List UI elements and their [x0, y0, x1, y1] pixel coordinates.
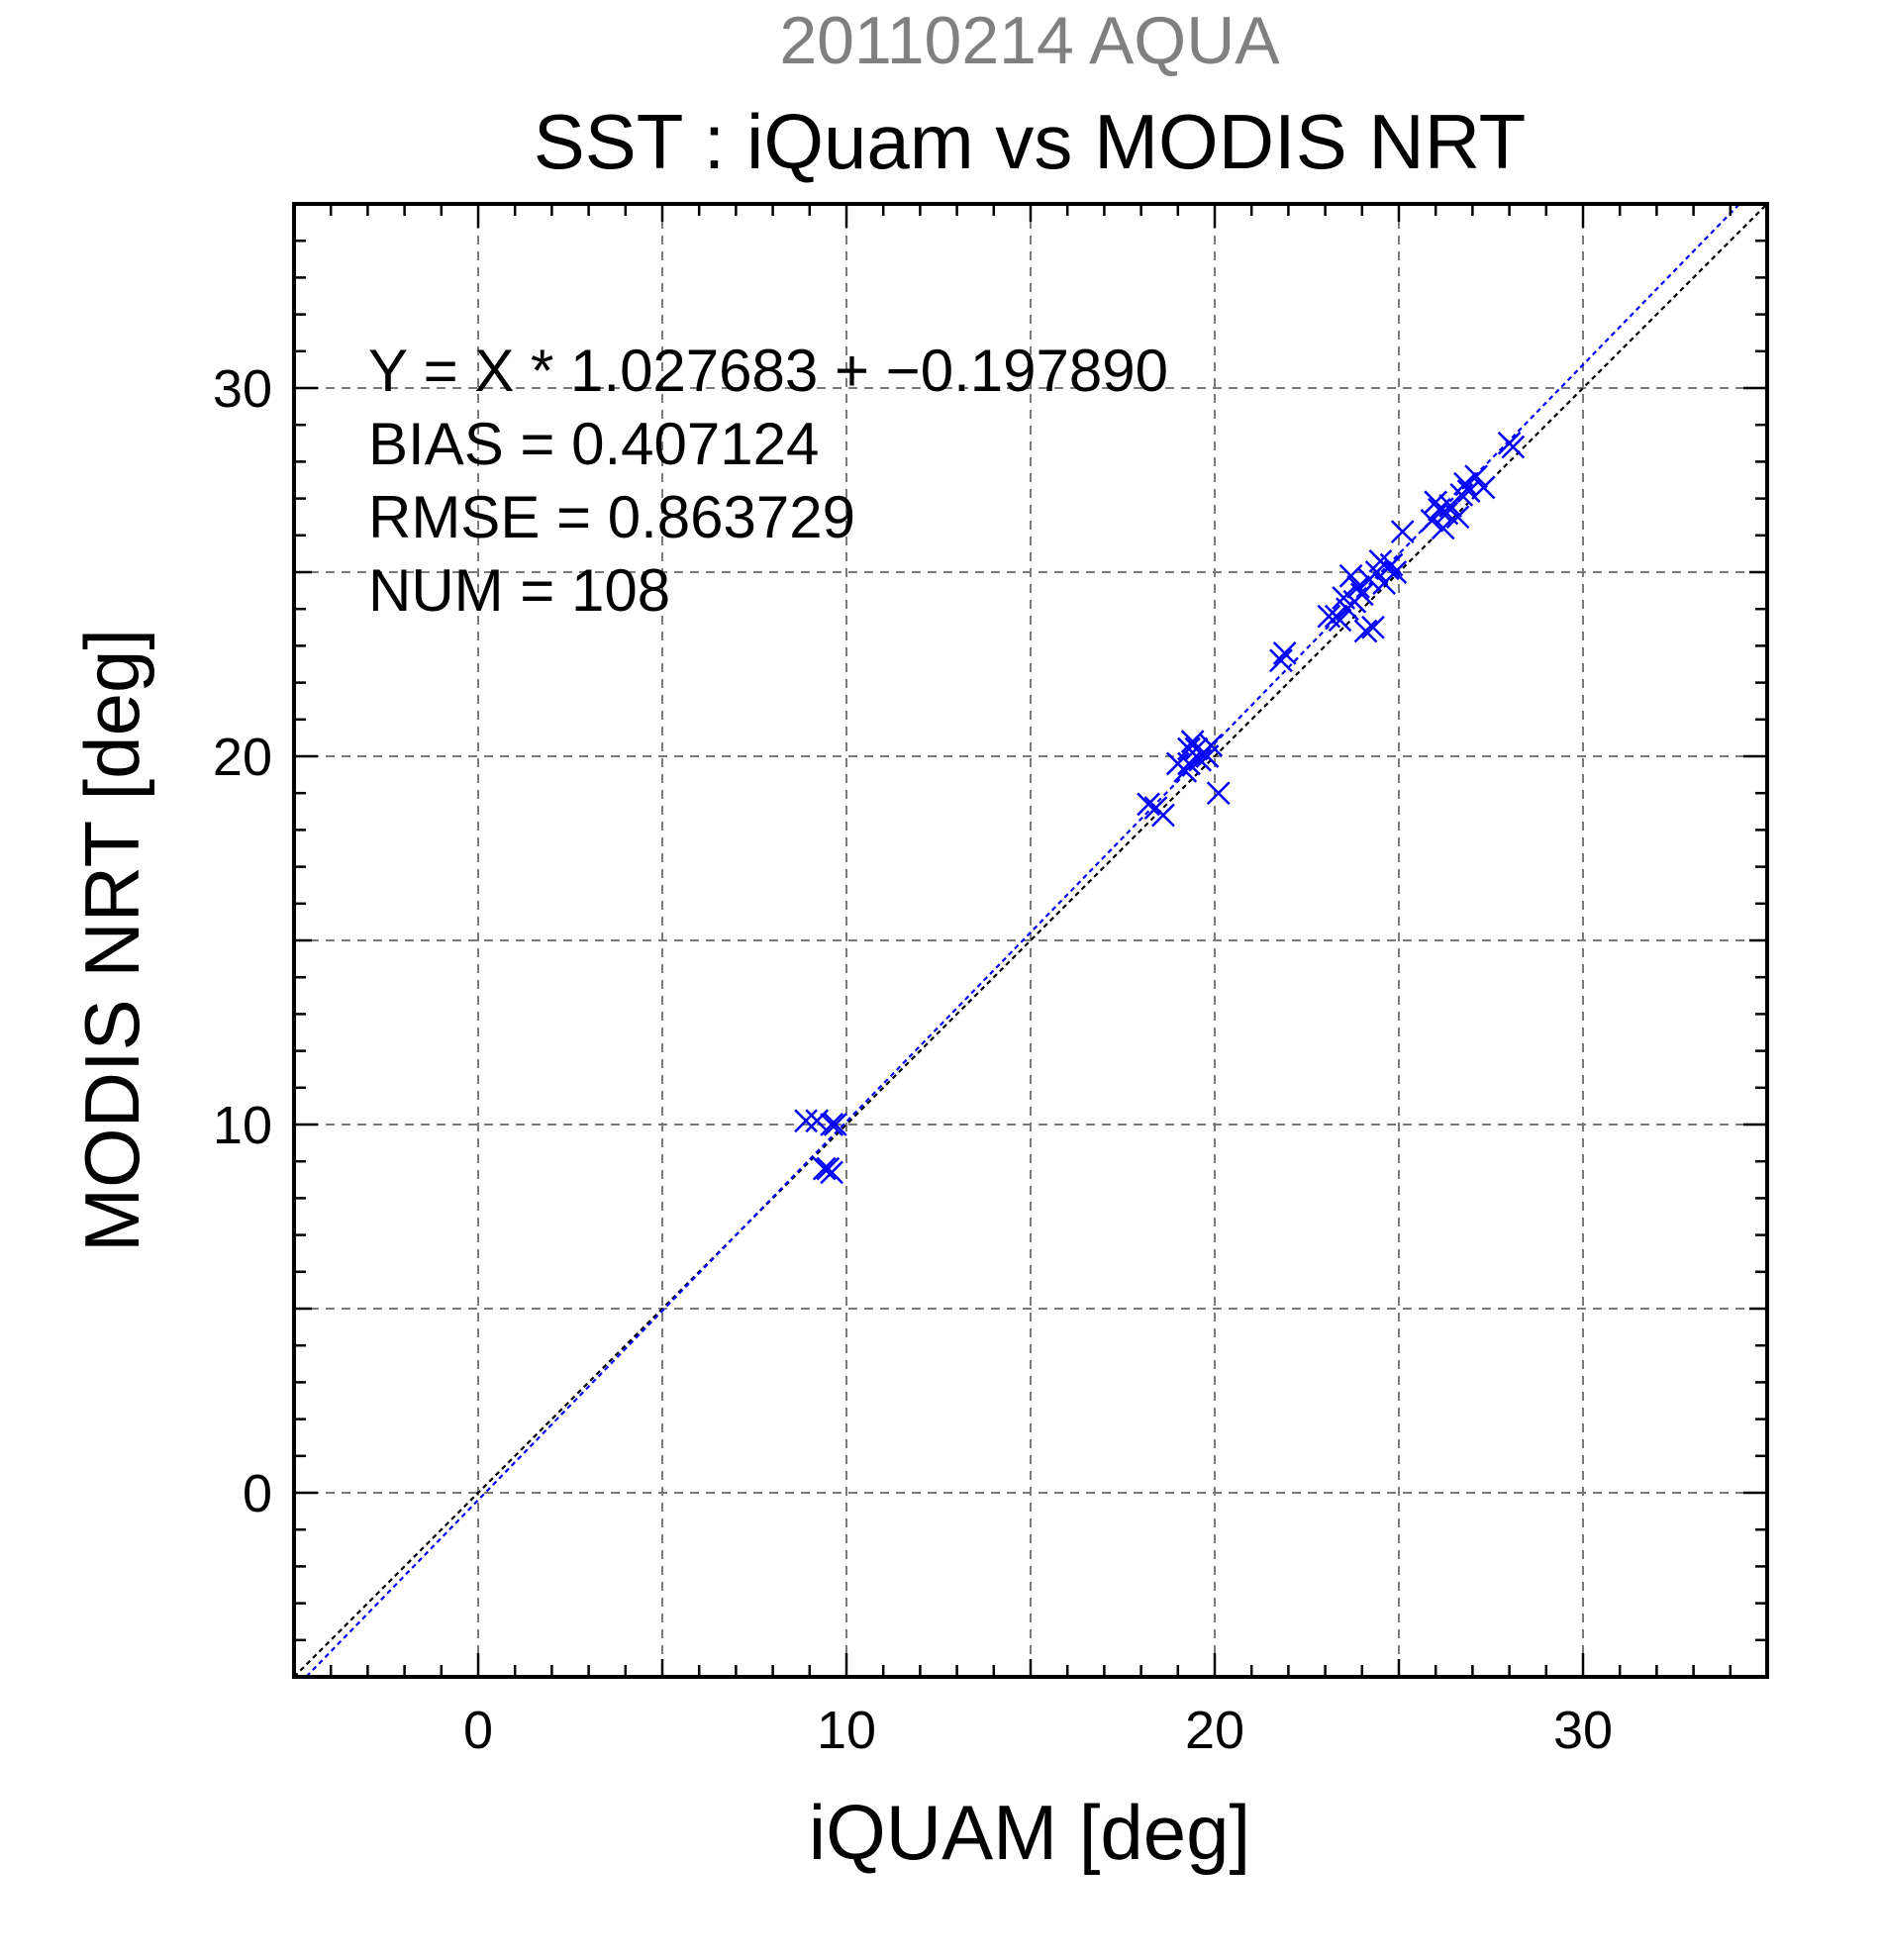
data-point [1453, 471, 1477, 496]
x-tick-label: 10 [817, 1701, 876, 1760]
annotation-bias: BIAS = 0.407124 [368, 411, 819, 477]
x-tick-label: 20 [1185, 1701, 1244, 1760]
data-point [1431, 516, 1455, 540]
data-point [823, 1113, 847, 1136]
data-points [794, 431, 1526, 1185]
data-point [1379, 552, 1404, 577]
data-point [1269, 648, 1293, 673]
data-point [1471, 475, 1496, 500]
data-point [1328, 608, 1352, 633]
data-point [1464, 464, 1489, 489]
y-axis-label: MODIS NRT [deg] [68, 629, 155, 1252]
plot-frame [292, 202, 1769, 1679]
data-point [1361, 615, 1385, 639]
data-point [1137, 792, 1160, 817]
data-point [1353, 619, 1378, 643]
data-point [812, 1156, 837, 1181]
y-tick-label: 0 [243, 1464, 272, 1523]
data-point [1445, 505, 1470, 530]
data-point [1173, 758, 1198, 783]
annotations: Y = X * 1.027683 + −0.197890 BIAS = 0.40… [368, 338, 1168, 624]
data-point [1349, 582, 1374, 607]
chart-title: SST : iQuam vs MODIS NRT [534, 98, 1527, 185]
data-point [1338, 563, 1363, 588]
x-tick-label: 0 [463, 1701, 493, 1760]
y-tick-label: 30 [213, 359, 272, 419]
x-tick-label: 30 [1553, 1701, 1613, 1760]
y-tick-label: 10 [213, 1096, 272, 1155]
chart-subtitle: 20110214 AQUA [779, 3, 1280, 78]
data-point [1346, 574, 1370, 599]
annotation-num: NUM = 108 [368, 557, 670, 624]
data-point [1456, 479, 1481, 504]
data-point [1151, 803, 1175, 828]
data-point [794, 1109, 818, 1133]
data-point [1199, 733, 1224, 757]
annotation-fit: Y = X * 1.027683 + −0.197890 [368, 338, 1168, 404]
data-point [1180, 730, 1205, 754]
data-point [1390, 520, 1415, 543]
annotation-rmse: RMSE = 0.863729 [368, 484, 855, 550]
data-point [805, 1109, 830, 1133]
data-point [1420, 509, 1444, 533]
data-point [1272, 640, 1297, 665]
data-point [1501, 435, 1526, 459]
y-tick-label: 20 [213, 728, 272, 787]
regression-line [304, 204, 1741, 1677]
data-point [1188, 747, 1213, 772]
x-axis-label: iQUAM [deg] [809, 1789, 1250, 1876]
reference-lines [294, 204, 1767, 1677]
data-point [1206, 781, 1231, 806]
data-point [820, 1113, 844, 1136]
data-point [820, 1160, 844, 1185]
tick-labels: 0 0 10 10 20 20 30 30 [213, 359, 1613, 1760]
data-point [1383, 560, 1408, 584]
grid-lines [294, 204, 1767, 1677]
